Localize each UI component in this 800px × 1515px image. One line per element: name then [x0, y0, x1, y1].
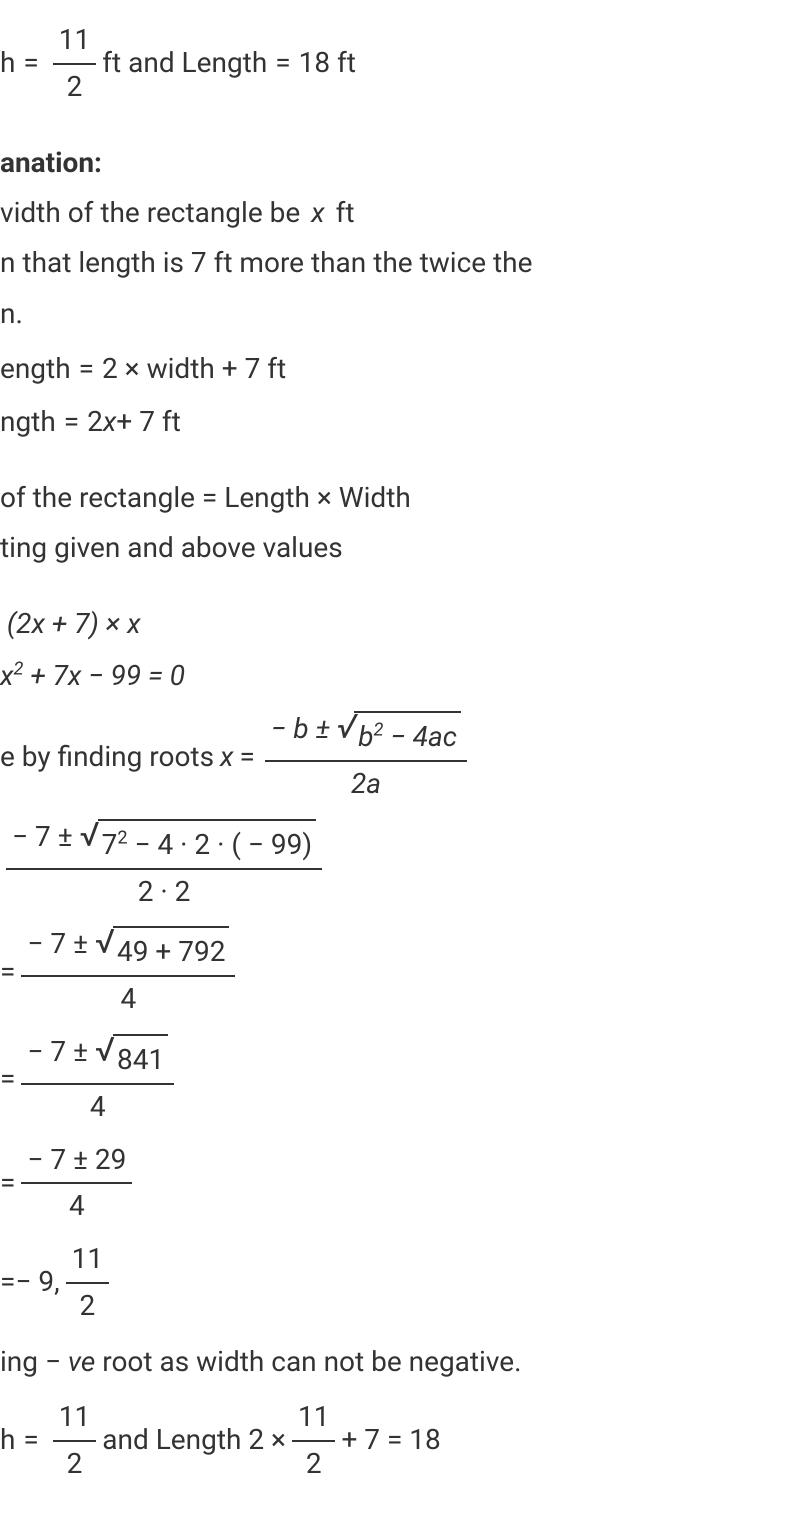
radicand: b2 − 4ac	[354, 711, 461, 760]
denominator: 2	[73, 1284, 101, 1329]
quadratic-formula-line: e by finding roots x = − b ± √ b2 − 4ac …	[0, 707, 800, 807]
fraction: 11 2	[53, 1395, 96, 1487]
final-line: h = 11 2 and Length 2 × 11 2 + 7 = 18	[0, 1395, 800, 1487]
fraction: − 7 ± √ 49 + 792 4	[21, 922, 235, 1022]
numerator: 11	[292, 1395, 335, 1442]
variable: x	[311, 196, 324, 229]
text: ength	[0, 347, 71, 392]
equation-line: ength = 2 × width + 7 ft	[0, 347, 800, 392]
sqrt-icon: √	[95, 1034, 115, 1068]
document-content: h = 11 2 ft and Length = 18 ft anation: …	[0, 0, 800, 1505]
equals: =	[64, 400, 79, 445]
equation-step: = − 7 ± √ 49 + 792 4	[0, 922, 800, 1022]
equation-step: = − 9, 11 2	[0, 1237, 800, 1329]
text: + 7 ft	[116, 400, 180, 445]
equals: =	[23, 41, 38, 86]
text-line: n that length is 7 ft more than the twic…	[0, 238, 800, 288]
equation-line: ngth = 2 x + 7 ft	[0, 400, 800, 445]
text: root as width can not be negative.	[102, 1345, 521, 1378]
numerator: − 7 ± √ 72 − 4 · 2 · ( − 99)	[6, 815, 322, 870]
sqrt-icon: √	[95, 926, 115, 960]
fraction: − 7 ± 29 4	[21, 1138, 132, 1230]
sqrt-icon: √	[80, 819, 100, 853]
fraction: − 7 ± √ 72 − 4 · 2 · ( − 99) 2 · 2	[6, 815, 322, 915]
text: − 7 ±	[27, 927, 88, 960]
text: ft	[336, 196, 355, 229]
fraction: − b ± √ b2 − 4ac 2a	[265, 707, 467, 807]
fraction: 11 2	[292, 1395, 335, 1487]
text-line: n.	[0, 289, 800, 339]
text: − b ±	[271, 712, 330, 745]
equals: =	[0, 1057, 15, 1102]
text: h	[0, 1418, 15, 1463]
text: − 9,	[15, 1260, 59, 1305]
sqrt: √ 49 + 792	[95, 926, 230, 975]
equals: =	[0, 1161, 15, 1206]
equals: =	[275, 41, 290, 86]
text: 2	[87, 400, 103, 445]
equation-step: − 7 ± √ 72 − 4 · 2 · ( − 99) 2 · 2	[0, 815, 800, 915]
numerator: − 7 ± √ 49 + 792	[21, 922, 235, 977]
variable: x	[103, 400, 116, 445]
text-line: ing − ve root as width can not be negati…	[0, 1337, 800, 1387]
denominator: 2a	[345, 762, 387, 807]
text-line: vidth of the rectangle be x ft	[0, 188, 800, 238]
sqrt: √ b2 − 4ac	[337, 711, 461, 760]
sqrt: √ 841	[95, 1034, 168, 1083]
equation-step: = − 7 ± 29 4	[0, 1138, 800, 1230]
text: ing −	[0, 1345, 61, 1378]
numerator: − 7 ± √ 841	[21, 1030, 174, 1085]
text: ft and Length	[102, 41, 267, 86]
sqrt: √ 72 − 4 · 2 · ( − 99)	[80, 819, 317, 868]
equals: =	[79, 347, 94, 392]
numerator: 11	[53, 1395, 96, 1442]
text: ngth	[0, 400, 56, 445]
denominator: 2 · 2	[132, 870, 197, 915]
answer-line: h = 11 2 ft and Length = 18 ft	[0, 18, 800, 110]
equals: =	[23, 1418, 38, 1463]
text: e by finding roots	[0, 735, 214, 780]
text-line: of the rectangle = Length × Width	[0, 473, 800, 523]
fraction: 11 2	[66, 1237, 109, 1329]
denominator: 4	[115, 977, 143, 1022]
denominator: 2	[61, 1442, 89, 1487]
text: 2 × width + 7 ft	[102, 347, 286, 392]
equals: =	[0, 1260, 15, 1305]
text: and Length 2 ×	[102, 1418, 286, 1463]
equation-line: (2x + 7) × x	[0, 602, 800, 647]
equation-line: x2 + 7x − 99 = 0	[0, 654, 800, 699]
numerator: 11	[53, 18, 96, 65]
radicand: 49 + 792	[113, 926, 229, 975]
expression: (2x + 7) × x	[0, 602, 141, 647]
numerator: − 7 ± 29	[21, 1138, 132, 1185]
variable: ve	[68, 1345, 95, 1378]
equation-step: = − 7 ± √ 841 4	[0, 1030, 800, 1130]
text: vidth of the rectangle be	[0, 196, 300, 229]
equals: =	[240, 735, 255, 780]
text: − 7 ±	[27, 1035, 88, 1068]
denominator: 2	[300, 1442, 328, 1487]
text: h	[0, 41, 15, 86]
denominator: 2	[61, 65, 89, 110]
fraction: 11 2	[53, 18, 96, 110]
numerator: − b ± √ b2 − 4ac	[265, 707, 467, 762]
text: 18 ft	[299, 41, 356, 86]
variable: x	[220, 735, 233, 780]
text-line: ting given and above values	[0, 523, 800, 573]
denominator: 4	[84, 1085, 112, 1130]
numerator: 11	[66, 1237, 109, 1284]
text: − 7 ±	[12, 820, 73, 853]
fraction: − 7 ± √ 841 4	[21, 1030, 174, 1130]
radicand: 841	[113, 1034, 168, 1083]
equals: =	[0, 950, 15, 995]
expression: x2 + 7x − 99 = 0	[0, 654, 185, 699]
text: + 7 = 18	[341, 1418, 440, 1463]
radicand: 72 − 4 · 2 · ( − 99)	[98, 819, 316, 868]
heading: anation:	[0, 138, 800, 188]
denominator: 4	[63, 1184, 91, 1229]
